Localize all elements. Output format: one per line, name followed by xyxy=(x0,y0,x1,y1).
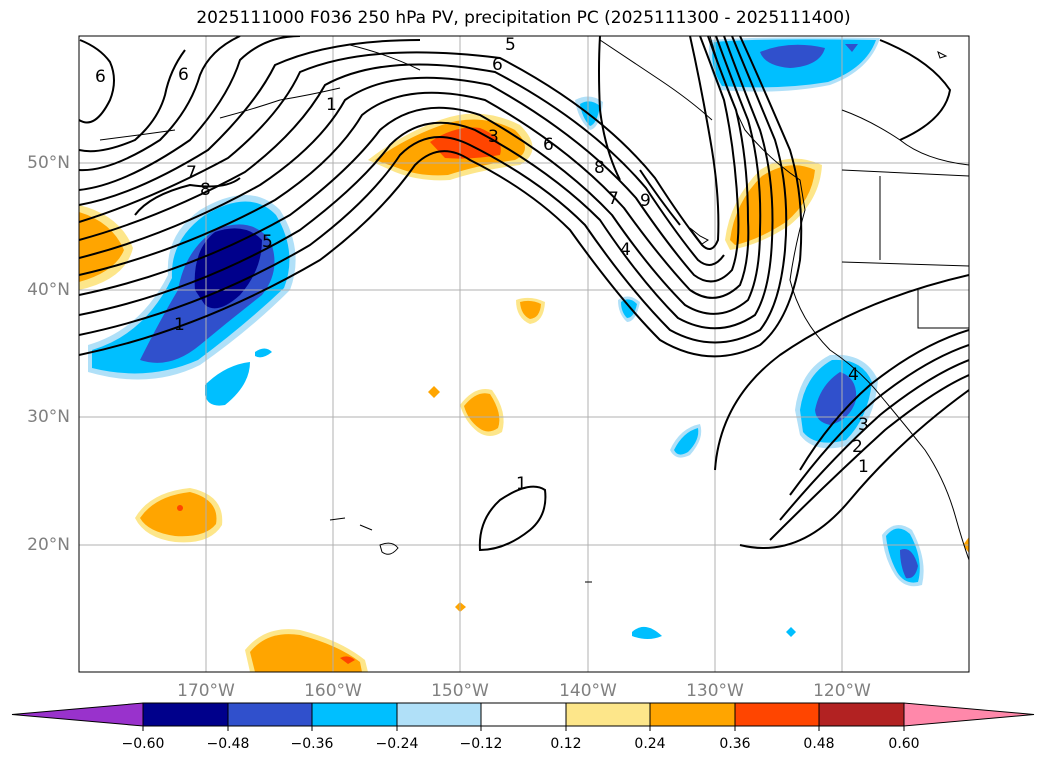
colorbar-tick: −0.24 xyxy=(375,736,419,752)
map-title: 2025111000 F036 250 hPa PV, precipitatio… xyxy=(196,8,851,28)
colorbar-tick: −0.60 xyxy=(121,736,165,752)
colorbar-tick: −0.36 xyxy=(290,736,334,752)
contour-label: 3 xyxy=(488,127,499,147)
contour-label: 3 xyxy=(858,415,869,435)
contour-label: 5 xyxy=(505,35,516,55)
contour-label: 4 xyxy=(848,365,859,385)
contour-label: 6 xyxy=(95,67,106,87)
contour-label: 2 xyxy=(852,437,863,457)
colorbar-segment xyxy=(565,702,651,727)
colorbar-tick: 0.12 xyxy=(550,736,582,752)
contour-label: 4 xyxy=(620,240,631,260)
colorbar-tick: −0.12 xyxy=(459,736,503,752)
colorbar-segment xyxy=(818,702,905,727)
pv-contours xyxy=(79,36,969,552)
contour-label: 1 xyxy=(174,315,185,335)
colorbar-segment xyxy=(480,702,567,727)
map-frame xyxy=(78,35,970,673)
contour-label: 8 xyxy=(594,158,605,178)
colorbar-tick: 0.60 xyxy=(888,736,920,752)
contour-label: 5 xyxy=(262,232,273,252)
lat-label-50n: 50°N xyxy=(27,153,70,173)
contour-label: 6 xyxy=(492,55,503,75)
contour-label: 6 xyxy=(543,135,554,155)
contour-label: 1 xyxy=(326,95,337,115)
contour-label: 7 xyxy=(186,163,197,183)
colorbar-segment xyxy=(142,702,229,727)
colorbar-segment xyxy=(903,702,1035,727)
colorbar-segment xyxy=(396,702,482,727)
contour-label: 8 xyxy=(200,180,211,200)
colorbar-tick: 0.36 xyxy=(719,736,751,752)
lon-label-130w: 130°W xyxy=(686,681,744,701)
contour-label: 1 xyxy=(858,457,869,477)
contour-label: 1 xyxy=(516,474,527,494)
lat-label-30n: 30°N xyxy=(27,407,70,427)
colorbar-tick: 0.24 xyxy=(634,736,666,752)
graticule xyxy=(79,36,969,672)
contour-label: 9 xyxy=(640,191,651,211)
lon-label-120w: 120°W xyxy=(813,681,871,701)
lon-label-150w: 150°W xyxy=(431,681,489,701)
lon-label-140w: 140°W xyxy=(559,681,617,701)
contour-label: 6 xyxy=(178,65,189,85)
contour-label: 7 xyxy=(608,189,619,209)
colorbar-segment xyxy=(649,702,736,727)
lat-label-20n: 20°N xyxy=(27,535,70,555)
lat-label-40n: 40°N xyxy=(27,280,70,300)
colorbar-segment xyxy=(311,702,398,727)
colorbar-tick: −0.48 xyxy=(206,736,250,752)
colorbar-segment xyxy=(11,702,144,727)
colorbar-tick: 0.48 xyxy=(803,736,835,752)
colorbar-segment xyxy=(227,702,313,727)
contour-labels: 6 6 5 6 1 3 6 8 7 8 5 1 7 9 4 4 3 2 1 1 xyxy=(95,35,869,494)
lon-label-170w: 170°W xyxy=(177,681,235,701)
lon-label-160w: 160°W xyxy=(304,681,362,701)
colorbar xyxy=(11,702,1035,731)
colorbar-segment xyxy=(734,702,820,727)
